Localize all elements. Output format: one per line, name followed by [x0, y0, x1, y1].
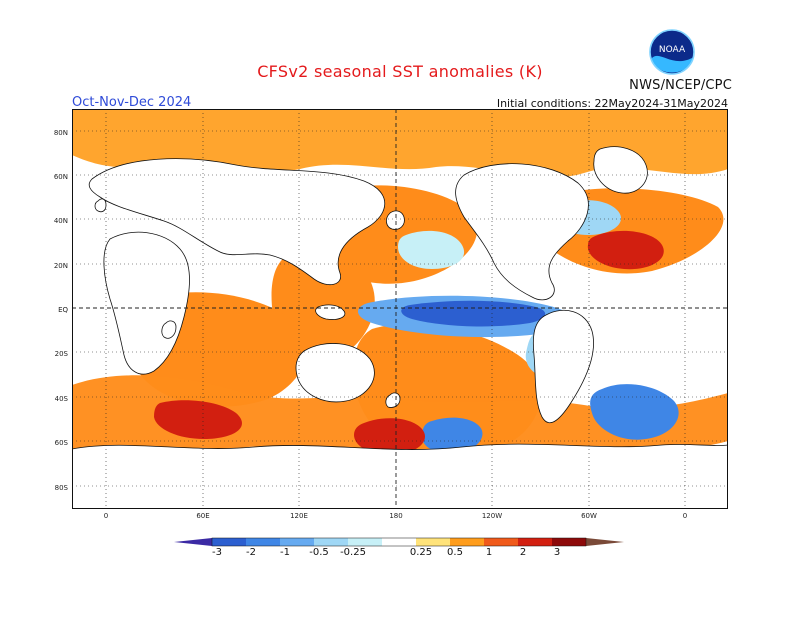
island-madagascar [161, 320, 177, 339]
colorbar-label-minus-1: -1 [280, 547, 290, 558]
colorbar-label-2: 2 [519, 547, 527, 558]
lon-label-120e: 120E [290, 512, 308, 520]
colorbar-label-3: 3 [553, 547, 561, 558]
colorbar-bin-3 [280, 538, 314, 546]
island-uk [94, 198, 107, 213]
colorbar-bin-10 [518, 538, 552, 546]
island-indonesia [315, 304, 346, 320]
lat-label-eq: EQ [58, 306, 68, 314]
sst-field-southwest-pacific-hot-core [354, 418, 426, 455]
land-masses [72, 146, 728, 509]
colorbar-bin-4 [314, 538, 348, 546]
noaa-logo-text: NOAA [659, 45, 686, 55]
colorbar-label-1: 1 [485, 547, 493, 558]
colorbar-label-minus-0-25: -0.25 [340, 547, 366, 558]
island-japan [386, 210, 405, 230]
colorbar-svg [174, 537, 624, 547]
continent-greenland [593, 146, 648, 194]
colorbar-bin-9 [484, 538, 518, 546]
gridlines [72, 109, 728, 509]
colorbar-right-arrow [586, 538, 624, 546]
colorbar-label-minus-0-5: -0.5 [309, 547, 329, 558]
colorbar-outline [211, 537, 587, 547]
sst-field-southern-hot-core [154, 400, 242, 439]
sst-field-polar-ring [72, 109, 728, 178]
colorbar-bin-5 [348, 538, 382, 546]
lat-label-80n: 80N [53, 129, 68, 137]
sst-field-atlantic-hot-core [587, 230, 664, 270]
sst-field-equatorial-cold-inner [401, 300, 546, 327]
sst-field-north-pacific-cold [398, 230, 465, 269]
continent-australia [295, 343, 375, 403]
continent-south-america [532, 309, 594, 424]
lon-label-0-right: 0 [682, 512, 688, 520]
lat-label-20s: 20S [54, 350, 68, 358]
lat-label-40n: 40N [53, 217, 68, 225]
sst-map-svg [72, 109, 728, 509]
lat-label-60s: 60S [54, 439, 68, 447]
chart-title: CFSv2 seasonal SST anomalies (K) [257, 62, 543, 81]
lat-label-60n: 60N [53, 173, 68, 181]
colorbar-bin-1 [212, 538, 246, 546]
lon-label-60e: 60E [196, 512, 210, 520]
colorbar-label-0-5: 0.5 [447, 547, 463, 558]
colorbar-left-arrow [174, 538, 212, 546]
map-frame [72, 109, 728, 509]
continent-eurasia [88, 158, 385, 286]
colorbar-label-0-25: 0.25 [409, 547, 433, 558]
continent-antarctica [72, 443, 728, 509]
lon-label-120w: 120W [481, 512, 503, 520]
colorbar-bin-11 [552, 538, 586, 546]
lon-label-0-left: 0 [103, 512, 109, 520]
initial-conditions-label: Initial conditions: 22May2024-31May2024 [496, 97, 728, 110]
colorbar-bin-7 [416, 538, 450, 546]
noaa-logo-icon: NOAA [648, 28, 696, 76]
colorbar-bin-6 [382, 538, 416, 546]
lon-label-60w: 60W [581, 512, 597, 520]
sst-map [72, 109, 728, 509]
continent-north-america [455, 163, 589, 301]
colorbar-bin-8 [450, 538, 484, 546]
colorbar-label-minus-2: -2 [246, 547, 256, 558]
lat-label-40s: 40S [54, 395, 68, 403]
colorbar-label-minus-3: -3 [212, 547, 222, 558]
sst-field-southwest-atlantic-cold [590, 384, 679, 440]
lon-label-180: 180 [389, 512, 403, 520]
colorbar [172, 534, 628, 568]
sst-field-south-pacific-cold [422, 417, 483, 454]
season-label: Oct-Nov-Dec 2024 [72, 95, 192, 110]
colorbar-bin-2 [246, 538, 280, 546]
lat-label-80s: 80S [54, 484, 68, 492]
agency-label: NWS/NCEP/CPC [629, 78, 732, 93]
lat-label-20n: 20N [53, 262, 68, 270]
